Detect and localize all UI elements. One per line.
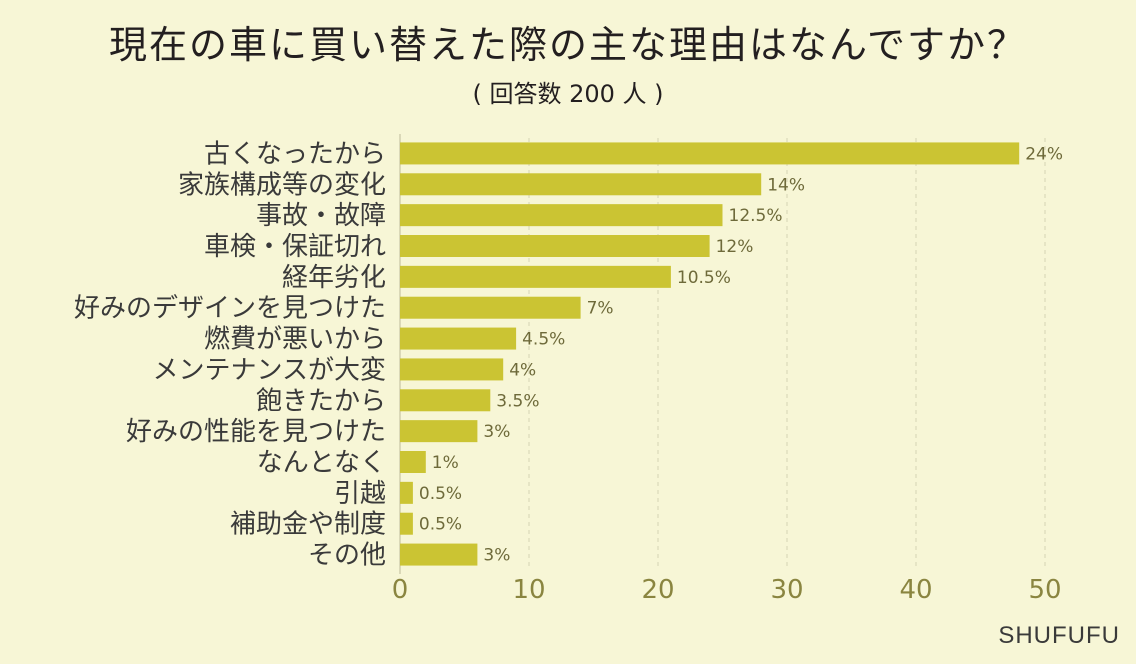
bar	[400, 358, 504, 381]
category-label: その他	[308, 541, 386, 571]
category-label: 車検・保証切れ	[204, 232, 386, 262]
value-label: 7%	[587, 299, 614, 319]
category-label: 飽きたから	[256, 386, 386, 416]
value-label: 4%	[509, 360, 536, 380]
watermark: SHUFUFU	[998, 622, 1120, 649]
x-tick-label: 0	[392, 575, 409, 605]
x-tick-label: 50	[1028, 575, 1061, 605]
bar	[400, 173, 762, 196]
chart-subtitle: ( 回答数 200 人 )	[472, 80, 664, 108]
category-label: 経年劣化	[282, 263, 386, 293]
category-label: メンテナンスが大変	[153, 355, 386, 385]
category-label: 事故・故障	[256, 201, 386, 231]
bar	[400, 204, 723, 227]
value-label: 1%	[432, 453, 459, 473]
bar	[400, 235, 710, 257]
value-label: 24%	[1025, 144, 1063, 164]
x-tick-label: 30	[770, 575, 803, 605]
bar	[400, 142, 1020, 165]
bar	[400, 451, 426, 473]
bar	[400, 265, 671, 288]
value-label: 12%	[716, 237, 754, 257]
bar	[400, 420, 478, 443]
x-tick-label: 40	[899, 575, 932, 605]
chart-title: 現在の車に買い替えた際の主な理由はなんですか？	[108, 23, 1028, 67]
bar	[400, 327, 517, 350]
value-label: 0.5%	[419, 484, 462, 504]
value-label: 10.5%	[677, 268, 731, 288]
x-tick-label: 10	[512, 575, 545, 605]
value-label: 3%	[483, 546, 510, 566]
value-label: 3.5%	[496, 391, 539, 411]
category-label: 補助金や制度	[230, 510, 386, 540]
category-label: 家族構成等の変化	[178, 170, 386, 200]
bar	[400, 389, 491, 412]
x-tick-label: 20	[641, 575, 674, 605]
bar	[400, 543, 478, 566]
category-label: 引越	[334, 479, 386, 509]
value-label: 4.5%	[522, 330, 565, 350]
bar	[400, 296, 581, 319]
value-label: 12.5%	[729, 206, 783, 226]
category-label: 好みのデザインを見つけた	[74, 294, 386, 324]
value-label: 0.5%	[419, 515, 462, 535]
category-label: 燃費が悪いから	[204, 325, 386, 355]
category-label: 古くなったから	[204, 139, 386, 169]
category-label: 好みの性能を見つけた	[126, 417, 386, 447]
bar	[400, 481, 413, 504]
value-label: 3%	[483, 422, 510, 442]
bar	[400, 512, 413, 535]
value-label: 14%	[767, 175, 805, 195]
category-label: なんとなく	[257, 448, 386, 478]
